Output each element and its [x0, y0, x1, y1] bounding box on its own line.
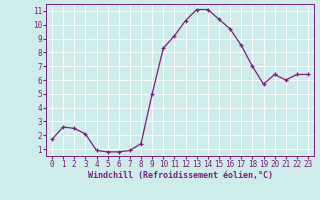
X-axis label: Windchill (Refroidissement éolien,°C): Windchill (Refroidissement éolien,°C)	[87, 171, 273, 180]
